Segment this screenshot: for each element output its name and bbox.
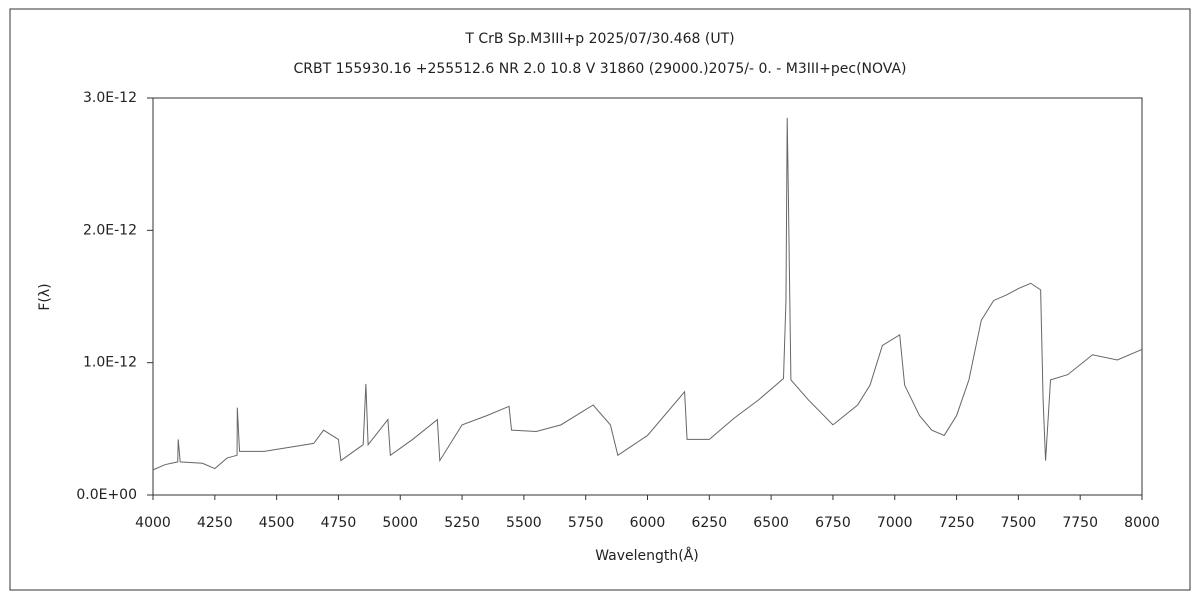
x-axis-title: Wavelength(Å) [595,547,699,564]
chart-title: T CrB Sp.M3III+p 2025/07/30.468 (UT) [464,31,734,47]
x-tick-label: 5500 [506,515,542,531]
x-tick-label: 6750 [815,515,851,531]
x-tick-label: 8000 [1124,515,1160,531]
x-tick-label: 4500 [259,515,295,531]
x-tick-label: 5250 [444,515,480,531]
x-tick-label: 5000 [382,515,418,531]
x-tick-label: 7000 [877,515,913,531]
frame [9,8,1191,591]
x-tick-label: 6500 [753,515,789,531]
x-tick-label: 5750 [568,515,604,531]
x-tick-label: 6000 [630,515,666,531]
x-tick-label: 7500 [1001,515,1037,531]
chart-subtitle: CRBT 155930.16 +255512.6 NR 2.0 10.8 V 3… [293,61,906,77]
y-tick-label: 3.0E-12 [83,90,137,106]
x-tick-label: 4250 [197,515,233,531]
x-tick-label: 6250 [691,515,727,531]
y-tick-label: 1.0E-12 [83,355,137,371]
x-tick-label: 7750 [1062,515,1098,531]
y-tick-label: 2.0E-12 [83,222,137,238]
spectrum-line [152,117,1143,471]
x-tick-label: 4000 [135,515,171,531]
x-tick-label: 4750 [321,515,357,531]
x-tick-label: 7250 [939,515,975,531]
y-axis-title: F(λ) [37,283,53,310]
y-tick-label: 0.0E+00 [76,487,137,503]
